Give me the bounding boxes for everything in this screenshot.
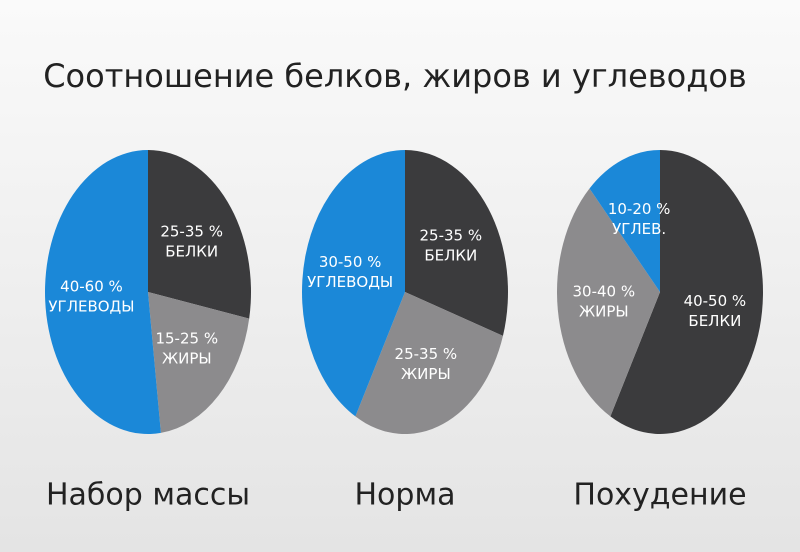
page-title: Соотношение белков, жиров и углеводов [43, 57, 747, 95]
slice-value-label: 40-50 % [684, 292, 747, 310]
slice-category-label: ЖИРЫ [162, 349, 212, 367]
pie-slice [148, 150, 251, 319]
slice-category-label: БЕЛКИ [424, 247, 477, 265]
slice-category-label: БЕЛКИ [165, 243, 218, 261]
pie-slice [355, 292, 503, 434]
slice-category-label: УГЛЕВОДЫ [48, 297, 134, 315]
pie-slice [302, 150, 405, 417]
slice-value-label: 10-20 % [608, 200, 671, 218]
slice-value-label: 30-40 % [572, 282, 635, 300]
pie-slice [610, 150, 763, 435]
pie-slice [557, 188, 660, 417]
pie-slice [148, 292, 250, 433]
slice-category-label: ЖИРЫ [579, 302, 629, 320]
slice-category-label: УГЛЕВОДЫ [307, 273, 393, 291]
slice-value-label: 40-60 % [60, 277, 123, 295]
pie-slice [405, 150, 509, 336]
slice-category-label: ЖИРЫ [401, 365, 451, 383]
pie-caption: Набор массы [46, 478, 250, 513]
pie-slice [45, 150, 161, 434]
slice-value-label: 25-35 % [395, 345, 458, 363]
pie-caption: Норма [355, 478, 456, 513]
slice-category-label: УГЛЕВ. [612, 220, 666, 238]
slice-value-label: 25-35 % [160, 223, 223, 241]
pie-slice [589, 150, 660, 292]
pie-caption: Похудение [573, 478, 746, 513]
slice-value-label: 25-35 % [420, 227, 483, 245]
slice-category-label: БЕЛКИ [688, 312, 741, 330]
slice-value-label: 30-50 % [319, 253, 382, 271]
slice-value-label: 15-25 % [155, 329, 218, 347]
